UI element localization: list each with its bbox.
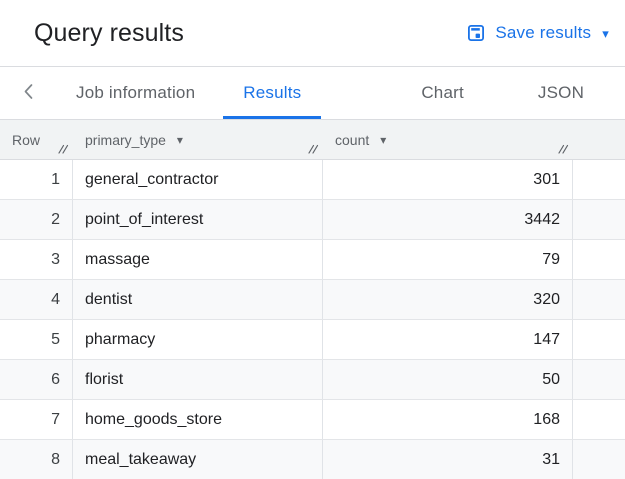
chevron-left-icon: [23, 83, 34, 103]
column-header-primary-type[interactable]: primary_type ▾: [73, 120, 323, 159]
chevron-down-icon: ▾: [602, 26, 609, 41]
primary-type-cell[interactable]: home_goods_store: [73, 400, 323, 439]
filler-cell: [573, 280, 625, 319]
count-cell[interactable]: 3442: [323, 200, 573, 239]
column-header-filler: [573, 120, 625, 159]
filler-cell: [573, 360, 625, 399]
row-number-cell: 7: [0, 400, 73, 439]
row-number-cell: 8: [0, 440, 73, 479]
row-number-cell: 3: [0, 240, 73, 279]
column-header-primary-type-label: primary_type: [85, 131, 166, 148]
count-cell[interactable]: 147: [323, 320, 573, 359]
row-number-cell: 4: [0, 280, 73, 319]
primary-type-cell[interactable]: dentist: [73, 280, 323, 319]
table-header: Row primary_type ▾ count ▾: [0, 120, 625, 160]
save-results-label: Save results: [495, 23, 592, 42]
table-row[interactable]: 5 pharmacy 147: [0, 320, 625, 360]
topbar: Query results Save results ▾: [0, 0, 625, 67]
column-resize-handle-icon[interactable]: [557, 144, 569, 154]
filler-cell: [573, 240, 625, 279]
column-menu-caret-icon[interactable]: ▾: [176, 132, 183, 147]
row-number-cell: 1: [0, 160, 73, 199]
primary-type-cell[interactable]: florist: [73, 360, 323, 399]
filler-cell: [573, 440, 625, 479]
page-title: Query results: [34, 18, 184, 47]
table-body: 1 general_contractor 301 2 point_of_inte…: [0, 160, 625, 479]
count-cell[interactable]: 31: [323, 440, 573, 479]
count-cell[interactable]: 50: [323, 360, 573, 399]
save-icon: [466, 23, 486, 43]
count-cell[interactable]: 320: [323, 280, 573, 319]
row-number-cell: 2: [0, 200, 73, 239]
filler-cell: [573, 200, 625, 239]
column-header-row: Row: [0, 120, 73, 159]
table-row[interactable]: 2 point_of_interest 3442: [0, 200, 625, 240]
table-row[interactable]: 6 florist 50: [0, 360, 625, 400]
filler-cell: [573, 160, 625, 199]
tab-results[interactable]: Results: [223, 67, 322, 119]
column-header-count-label: count: [335, 131, 370, 148]
save-results-button[interactable]: Save results ▾: [466, 23, 609, 43]
table-row[interactable]: 8 meal_takeaway 31: [0, 440, 625, 479]
results-tabbar: Job information Results Chart JSON: [0, 67, 625, 120]
table-row[interactable]: 7 home_goods_store 168: [0, 400, 625, 440]
row-number-cell: 5: [0, 320, 73, 359]
column-header-count[interactable]: count ▾: [323, 120, 573, 159]
table-row[interactable]: 3 massage 79: [0, 240, 625, 280]
column-resize-handle-icon[interactable]: [57, 144, 69, 154]
count-cell[interactable]: 79: [323, 240, 573, 279]
primary-type-cell[interactable]: meal_takeaway: [73, 440, 323, 479]
table-row[interactable]: 4 dentist 320: [0, 280, 625, 320]
filler-cell: [573, 320, 625, 359]
count-cell[interactable]: 301: [323, 160, 573, 199]
primary-type-cell[interactable]: massage: [73, 240, 323, 279]
column-header-row-label: Row: [12, 131, 41, 148]
tab-chart[interactable]: Chart: [405, 67, 480, 119]
primary-type-cell[interactable]: pharmacy: [73, 320, 323, 359]
table-row[interactable]: 1 general_contractor 301: [0, 160, 625, 200]
column-resize-handle-icon[interactable]: [307, 144, 319, 154]
column-menu-caret-icon[interactable]: ▾: [380, 132, 387, 147]
row-number-cell: 6: [0, 360, 73, 399]
count-cell[interactable]: 168: [323, 400, 573, 439]
primary-type-cell[interactable]: point_of_interest: [73, 200, 323, 239]
back-chevron-button[interactable]: [14, 67, 42, 119]
primary-type-cell[interactable]: general_contractor: [73, 160, 323, 199]
tab-json[interactable]: JSON: [522, 67, 600, 119]
filler-cell: [573, 400, 625, 439]
tab-job-information[interactable]: Job information: [60, 67, 211, 119]
